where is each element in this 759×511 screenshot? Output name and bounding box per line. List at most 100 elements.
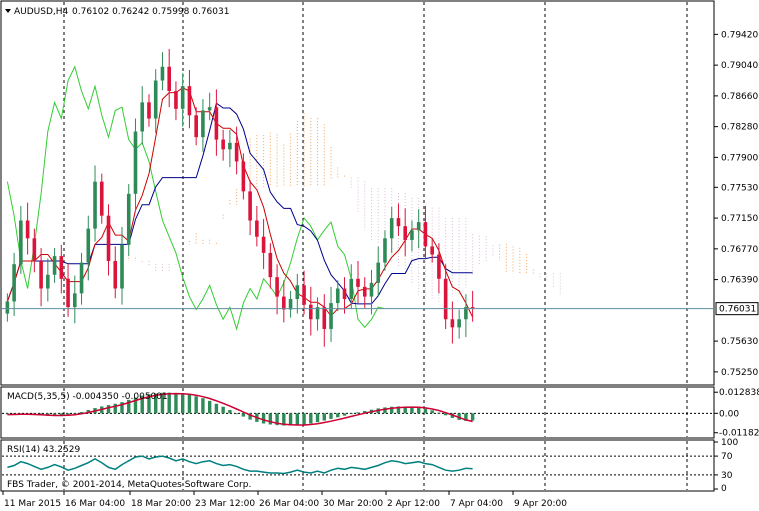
candle-body [457, 319, 461, 328]
rsi-axis: 100 70 30 0 [714, 438, 738, 494]
time-tick-label: 26 Mar 04:00 [259, 499, 319, 509]
candle-body [187, 86, 192, 116]
chart-menu-triangle-icon[interactable] [5, 9, 11, 13]
rsi-tick-label: 70 [721, 452, 733, 462]
price-tick-label: 0.76390 [721, 276, 758, 286]
macd-bar [207, 400, 212, 414]
macd-bar [214, 403, 219, 414]
candle-body [12, 264, 16, 302]
macd-title: MACD(5,35,5) -0.004350 -0.005001 [7, 392, 168, 402]
time-tick-label: 7 Apr 04:00 [450, 499, 503, 509]
price-tick-label: 0.77900 [721, 153, 758, 163]
macd-bar [147, 394, 151, 414]
macd-histogram [5, 392, 475, 426]
candle-body [302, 285, 306, 305]
candle-body [261, 236, 266, 253]
candle-body [255, 220, 259, 237]
candle-body [73, 293, 77, 308]
candle-body [180, 86, 185, 109]
candle-body [410, 230, 414, 240]
macd-bar [174, 392, 178, 414]
candle-body [329, 303, 333, 329]
candle-body [93, 181, 97, 229]
macd-bar [356, 412, 360, 414]
ohlc-values: 0.76102 0.76242 0.75998 0.76031 [72, 7, 229, 17]
candle-body [383, 238, 387, 263]
candle-body [133, 131, 138, 194]
candle-body [214, 107, 219, 140]
macd-bar [79, 412, 84, 414]
macd-tick-label: 0.00 [719, 409, 739, 419]
candle-body [396, 218, 401, 227]
candle-body [221, 139, 225, 150]
time-tick-label: 2 Apr 12:00 [387, 499, 440, 509]
candle-body [403, 226, 407, 240]
macd-bar [248, 413, 252, 420]
candle-body [362, 286, 367, 297]
candle-body [275, 277, 279, 297]
macd-bar [86, 410, 90, 414]
copyright-text: FBS Trader, © 2001-2014, MetaQuotes Soft… [7, 480, 251, 490]
candle-body [147, 102, 151, 119]
candle-body [315, 307, 320, 320]
macd-bar [59, 413, 64, 416]
current-price-tag-text: 0.76031 [719, 305, 756, 315]
candles [5, 48, 475, 347]
macd-signal-line [7, 392, 473, 426]
candle-body [66, 278, 70, 308]
macd-bar [5, 413, 10, 415]
candle-body [46, 274, 50, 289]
candle-body [282, 296, 286, 310]
price-tick-label: 0.79040 [721, 61, 758, 71]
vertical-grid [63, 2, 688, 490]
macd-bar [268, 413, 273, 425]
macd-bar [167, 392, 171, 414]
candle-body [288, 299, 293, 310]
macd-bar [275, 413, 279, 426]
macd-panel-frame [0, 386, 715, 439]
macd-bar [201, 398, 205, 414]
time-tick-label: 23 Mar 12:00 [195, 499, 255, 509]
candle-body [376, 262, 381, 283]
time-tick-label: 11 Mar 2015 [4, 499, 61, 509]
candle-body [201, 110, 205, 138]
macd-bar [410, 406, 414, 414]
candle-body [39, 260, 43, 289]
macd-bar [52, 413, 57, 416]
rsi-line [7, 455, 473, 475]
macd-bar [154, 393, 158, 414]
macd-bar [140, 395, 144, 414]
candle-body [228, 142, 232, 150]
macd-bar [12, 413, 16, 415]
macd-bar [363, 411, 367, 414]
price-tick-label: 0.76770 [721, 245, 758, 255]
price-tick-label: 0.77530 [721, 183, 758, 193]
candle-body [342, 288, 347, 300]
rsi-tick-label: 0 [721, 484, 727, 494]
candle-body [194, 115, 198, 138]
macd-tick-label: 0.012838 [719, 388, 759, 398]
candle-body [79, 262, 84, 294]
main-panel-frame [0, 0, 715, 386]
candle-body [356, 278, 360, 287]
macd-bar [113, 403, 117, 414]
candle-body [241, 161, 246, 192]
candle-body [19, 220, 23, 265]
candle-body [5, 301, 10, 314]
macd-bar [106, 405, 111, 414]
candle-body [120, 244, 124, 289]
candle-body [416, 222, 421, 231]
macd-bar [416, 407, 421, 414]
macd-bar [423, 408, 428, 414]
candle-body [25, 220, 30, 239]
macd-bar [430, 410, 434, 414]
time-tick-label: 9 Apr 20:00 [514, 499, 567, 509]
price-tick-label: 0.75250 [721, 368, 758, 378]
rsi-tick-label: 100 [721, 438, 738, 448]
macd-bar [261, 413, 266, 424]
candle-body [160, 66, 165, 81]
candle-body [349, 278, 354, 300]
candle-body [437, 254, 441, 279]
chikou-span-line [6, 65, 386, 331]
candle-body [126, 193, 131, 245]
